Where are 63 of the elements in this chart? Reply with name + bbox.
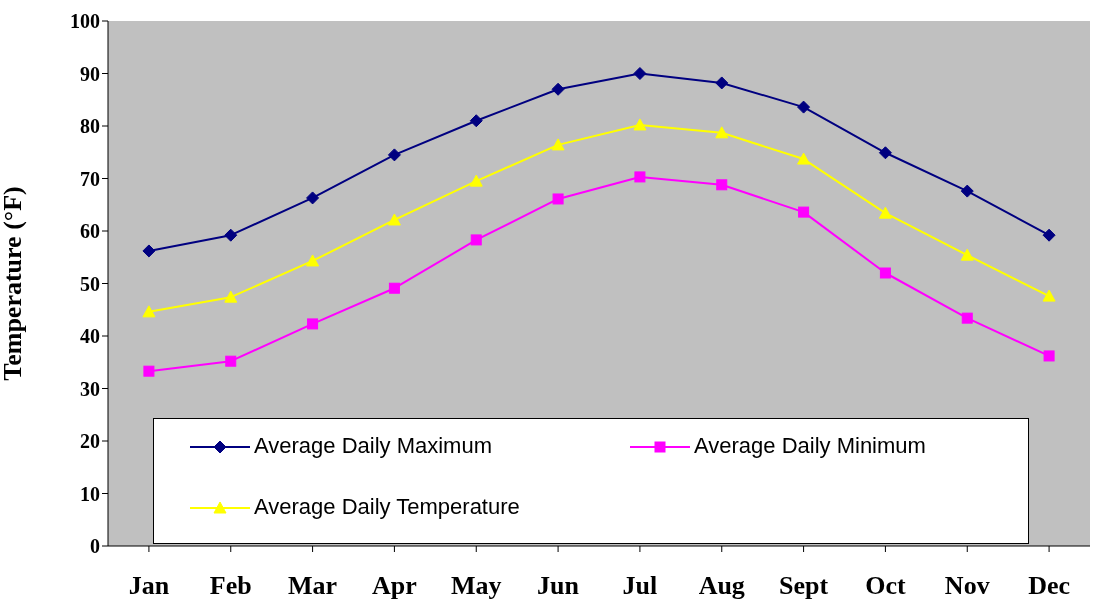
point	[797, 152, 811, 165]
point	[551, 82, 565, 96]
point	[798, 206, 810, 218]
y-tick-label: 90	[80, 62, 100, 85]
point	[307, 318, 319, 330]
point	[224, 228, 238, 242]
legend-label: Average Daily Maximum	[253, 433, 493, 460]
point	[551, 138, 565, 151]
x-tick-label: Jan	[128, 571, 170, 601]
x-tick-label: Aug	[698, 571, 745, 601]
x-tick-label: Oct	[865, 571, 906, 601]
point	[960, 248, 974, 261]
point	[1042, 228, 1056, 242]
point	[1042, 289, 1056, 302]
y-tick-label: 80	[80, 115, 100, 138]
point	[961, 312, 973, 324]
point	[143, 365, 155, 377]
y-tick-label: 50	[80, 272, 100, 295]
x-tick-label: Feb	[209, 571, 252, 601]
point	[960, 184, 974, 198]
y-tick-label: 30	[80, 377, 100, 400]
point	[306, 191, 320, 205]
point	[878, 206, 892, 219]
y-tick-label: 100	[70, 10, 100, 33]
point	[469, 174, 483, 187]
legend-label: Average Daily Minimum	[693, 433, 927, 460]
y-tick-label: 0	[90, 535, 100, 558]
point	[224, 290, 238, 303]
point	[715, 126, 729, 139]
x-tick-label: Jul	[622, 571, 658, 601]
y-tick-label: 20	[80, 430, 100, 453]
point	[306, 254, 320, 267]
x-tick-label: Nov	[944, 571, 990, 601]
point	[715, 76, 729, 90]
point	[388, 282, 400, 294]
x-tick-label: Sept	[779, 571, 829, 601]
point	[633, 118, 647, 131]
point	[387, 213, 401, 226]
y-tick-label: 70	[80, 167, 100, 190]
point	[1043, 350, 1055, 362]
legend-label: Average Daily Temperature	[253, 494, 521, 521]
point	[470, 234, 482, 246]
point	[879, 267, 891, 279]
point	[633, 67, 647, 80]
point	[878, 146, 892, 160]
y-tick-label: 10	[80, 482, 100, 505]
point	[225, 355, 237, 367]
point	[716, 179, 728, 191]
point	[387, 148, 401, 162]
x-tick-label: Mar	[288, 571, 338, 601]
y-tick-label: 60	[80, 220, 100, 243]
point	[469, 114, 483, 128]
point	[142, 244, 156, 258]
x-tick-label: Apr	[372, 571, 417, 601]
y-axis-title: Temperature (°F)	[0, 186, 28, 381]
x-tick-label: May	[450, 571, 502, 601]
point	[797, 100, 811, 114]
point	[142, 305, 156, 318]
point	[552, 193, 564, 205]
y-tick-label: 40	[80, 325, 100, 348]
point	[634, 171, 646, 183]
x-tick-label: Dec	[1028, 571, 1071, 601]
x-tick-label: Jun	[537, 571, 580, 601]
